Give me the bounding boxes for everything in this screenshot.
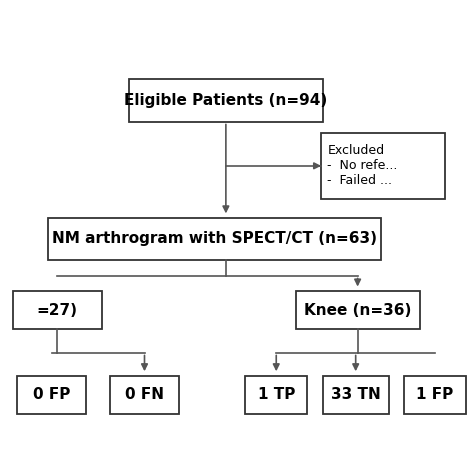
FancyBboxPatch shape [323,376,389,414]
FancyBboxPatch shape [404,376,466,414]
Text: 0 FP: 0 FP [33,387,70,402]
FancyBboxPatch shape [109,376,179,414]
FancyBboxPatch shape [17,376,86,414]
FancyBboxPatch shape [129,79,323,121]
Text: 1 TP: 1 TP [257,387,295,402]
Text: =27): =27) [37,303,78,318]
Text: 33 TN: 33 TN [331,387,381,402]
FancyBboxPatch shape [321,133,445,199]
Text: 1 FP: 1 FP [417,387,454,402]
Text: NM arthrogram with SPECT/CT (n=63): NM arthrogram with SPECT/CT (n=63) [52,231,377,246]
Text: Eligible Patients (n=94): Eligible Patients (n=94) [124,93,328,108]
FancyBboxPatch shape [296,291,419,329]
Text: Knee (n=36): Knee (n=36) [304,303,411,318]
FancyBboxPatch shape [47,218,381,260]
FancyBboxPatch shape [13,291,102,329]
Text: Excluded
-  No refe...
-  Failed ...: Excluded - No refe... - Failed ... [328,145,398,187]
Text: 0 FN: 0 FN [125,387,164,402]
FancyBboxPatch shape [245,376,307,414]
